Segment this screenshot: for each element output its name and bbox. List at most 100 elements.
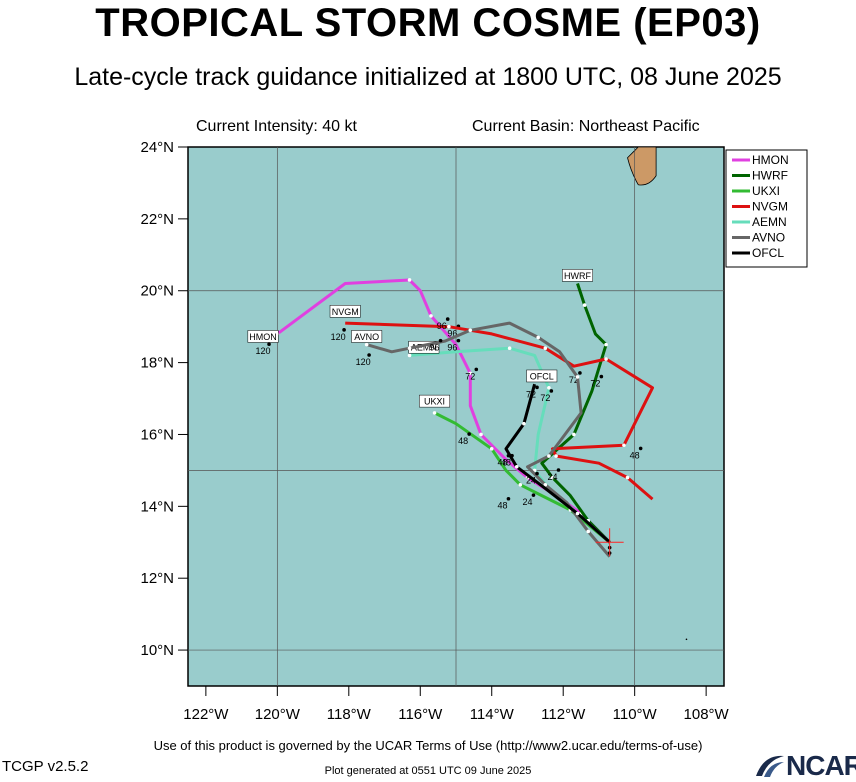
hour-dot <box>531 493 536 497</box>
y-tick-label: 14°N <box>140 498 174 515</box>
track-line <box>433 411 611 544</box>
y-tick-label: 20°N <box>140 283 174 300</box>
model-name-label: UKXI <box>424 397 445 407</box>
ncar-swoosh-icon <box>756 755 784 777</box>
track-point <box>575 511 580 516</box>
track-point <box>407 353 412 358</box>
chart-title: TROPICAL STORM COSME (EP03) <box>95 1 761 45</box>
track-point <box>507 346 512 351</box>
track-point <box>554 454 558 458</box>
x-tick-label: 122°W <box>183 706 229 723</box>
model-name-label: NVGM <box>332 307 359 317</box>
track-point <box>407 278 412 282</box>
track-point <box>604 357 608 361</box>
hour-dot <box>549 389 554 393</box>
legend-label-nvgm: NVGM <box>752 200 788 214</box>
track-point <box>514 465 519 469</box>
island-dot <box>685 638 688 641</box>
hour-dot <box>445 317 450 321</box>
y-tick-label: 16°N <box>140 426 174 443</box>
model-name-box <box>526 369 558 383</box>
current-basin: Current Basin: Northeast Pacific <box>472 118 700 135</box>
x-tick-label: 108°W <box>684 706 730 723</box>
forecast-hour-label: 72 <box>526 389 536 399</box>
hour-dot <box>578 371 582 375</box>
generated-timestamp: Plot generated at 0551 UTC 09 June 2025 <box>324 765 532 777</box>
hour-dot <box>535 471 539 476</box>
model-name-box <box>419 394 451 408</box>
track-point <box>468 328 473 333</box>
hour-dot <box>506 453 511 458</box>
track-point <box>407 346 412 351</box>
y-tick-label: 24°N <box>140 139 174 156</box>
track-nvgm: 48 72 96 120 NVGM <box>329 305 654 501</box>
track-point <box>575 375 580 379</box>
track-point <box>518 482 523 487</box>
forecast-hour-label: 120 <box>256 346 271 356</box>
track-point <box>468 371 473 376</box>
y-tick-label: 10°N <box>140 642 174 659</box>
forecast-hour-label: 72 <box>590 379 600 389</box>
forecast-hour-label: 120 <box>356 357 371 367</box>
forecast-hour-label: 24 <box>547 472 557 482</box>
forecast-hour-label: 72 <box>465 371 475 381</box>
hour-dot <box>535 385 539 390</box>
forecast-hour-label: 72 <box>569 375 579 385</box>
x-tick-label: 118°W <box>327 706 372 723</box>
hour-dot <box>599 374 604 379</box>
hour-dot <box>556 468 561 472</box>
current-intensity: Current Intensity: 40 kt <box>196 118 357 135</box>
terms-of-use: Use of this product is governed by the U… <box>153 738 703 753</box>
track-point <box>432 411 437 415</box>
track-point <box>547 454 551 458</box>
track-line <box>366 321 611 558</box>
y-tick-label: 18°N <box>140 355 174 372</box>
version-label: TCGP v2.5.2 <box>2 758 89 775</box>
legend-label-hwrf: HWRF <box>752 169 788 183</box>
track-avno: 24 96 120 AVNO <box>351 321 611 558</box>
forecast-hour-label: 72 <box>540 393 550 403</box>
forecast-hour-label: 96 <box>447 328 457 338</box>
track-point <box>622 443 626 448</box>
track-point <box>625 475 630 480</box>
forecast-hour-label: 48 <box>630 450 640 460</box>
legend-label-hmon: HMON <box>752 153 789 167</box>
track-point <box>364 342 369 347</box>
legend-label-aemn: AEMN <box>752 215 787 229</box>
forecast-hour-label: 48 <box>497 458 507 468</box>
model-name-label: OFCL <box>530 371 554 381</box>
forecast-hour-label: 120 <box>331 332 346 342</box>
track-point <box>447 324 451 329</box>
model-name-label: HMON <box>249 332 277 342</box>
track-point <box>550 475 555 480</box>
track-point <box>489 447 494 451</box>
track-point <box>543 482 548 487</box>
track-point <box>604 342 608 347</box>
track-point <box>536 335 540 340</box>
legend-label-ofcl: OFCL <box>752 246 784 260</box>
x-tick-label: 116°W <box>398 706 443 723</box>
hour-dot <box>467 432 471 436</box>
ncar-logo: NCAR <box>752 750 856 781</box>
track-point <box>572 432 576 437</box>
forecast-hour-label: 96 <box>437 321 447 331</box>
model-name-box <box>351 330 383 343</box>
y-tick-label: 12°N <box>140 570 174 587</box>
legend-label-avno: AVNO <box>752 231 785 245</box>
x-tick-label: 114°W <box>470 706 515 723</box>
track-point <box>522 421 526 426</box>
track-point <box>586 529 591 534</box>
x-tick-label: 112°W <box>541 706 586 723</box>
hour-dot <box>506 496 511 501</box>
model-name-label: AEMN <box>411 343 437 353</box>
model-name-box <box>562 269 593 282</box>
model-name-box <box>329 305 361 318</box>
track-point <box>582 303 587 307</box>
forecast-hour-label: 96 <box>430 343 440 353</box>
model-name-box <box>247 330 279 343</box>
track-point <box>543 346 548 351</box>
x-tick-label: 110°W <box>613 706 658 723</box>
track-ofcl: 48 24 72 OFCL <box>497 369 611 544</box>
forecast-hour-label: 48 <box>501 458 511 468</box>
